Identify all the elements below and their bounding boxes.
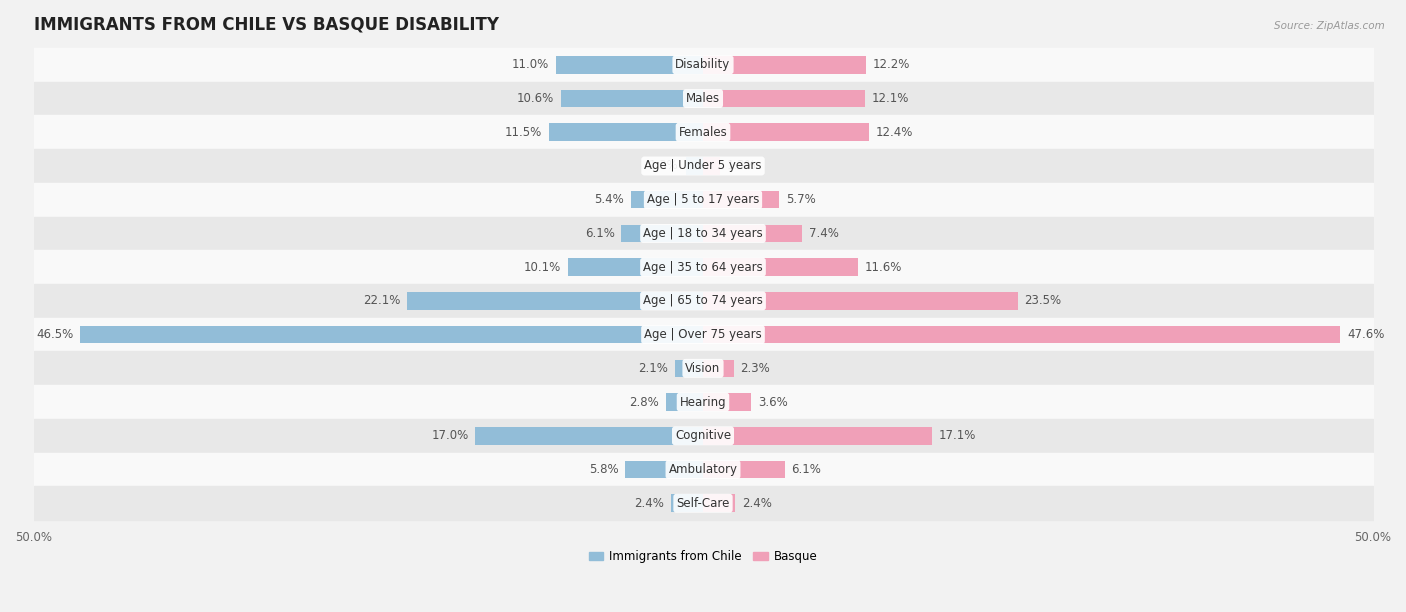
Text: 7.4%: 7.4% — [808, 227, 838, 240]
Text: 5.8%: 5.8% — [589, 463, 619, 476]
Bar — [703, 292, 1018, 310]
Text: Disability: Disability — [675, 58, 731, 72]
Text: Age | Under 5 years: Age | Under 5 years — [644, 160, 762, 173]
Text: 2.4%: 2.4% — [634, 497, 664, 510]
Bar — [703, 225, 801, 242]
Bar — [703, 124, 869, 141]
Bar — [408, 292, 703, 310]
Text: Age | 18 to 34 years: Age | 18 to 34 years — [643, 227, 763, 240]
Bar — [631, 191, 703, 209]
Bar — [703, 461, 785, 479]
Bar — [703, 394, 751, 411]
Text: Age | Over 75 years: Age | Over 75 years — [644, 328, 762, 341]
Text: Cognitive: Cognitive — [675, 429, 731, 442]
Bar — [686, 157, 703, 175]
Text: IMMIGRANTS FROM CHILE VS BASQUE DISABILITY: IMMIGRANTS FROM CHILE VS BASQUE DISABILI… — [34, 15, 499, 33]
Text: Vision: Vision — [685, 362, 721, 375]
Bar — [675, 360, 703, 377]
Bar — [555, 56, 703, 73]
Text: 6.1%: 6.1% — [585, 227, 614, 240]
Text: 11.5%: 11.5% — [505, 125, 543, 139]
Bar — [665, 394, 703, 411]
Bar — [671, 494, 703, 512]
Text: 2.8%: 2.8% — [628, 395, 659, 409]
Text: 17.1%: 17.1% — [939, 429, 976, 442]
Text: 1.3%: 1.3% — [727, 160, 756, 173]
Legend: Immigrants from Chile, Basque: Immigrants from Chile, Basque — [583, 545, 823, 567]
Bar — [703, 56, 866, 73]
Text: 11.6%: 11.6% — [865, 261, 903, 274]
Text: 17.0%: 17.0% — [432, 429, 468, 442]
Bar — [621, 225, 703, 242]
Text: 2.3%: 2.3% — [741, 362, 770, 375]
Bar — [561, 90, 703, 107]
Text: 5.7%: 5.7% — [786, 193, 815, 206]
Text: 11.0%: 11.0% — [512, 58, 548, 72]
Text: Males: Males — [686, 92, 720, 105]
Bar — [568, 258, 703, 276]
Text: Females: Females — [679, 125, 727, 139]
Text: Age | 5 to 17 years: Age | 5 to 17 years — [647, 193, 759, 206]
Text: 22.1%: 22.1% — [363, 294, 401, 307]
Text: Ambulatory: Ambulatory — [668, 463, 738, 476]
Text: Self-Care: Self-Care — [676, 497, 730, 510]
Bar — [703, 427, 932, 444]
Bar — [703, 258, 858, 276]
Bar — [703, 90, 865, 107]
Text: 1.3%: 1.3% — [650, 160, 679, 173]
Text: 10.6%: 10.6% — [517, 92, 554, 105]
Text: 47.6%: 47.6% — [1347, 328, 1385, 341]
Bar — [703, 191, 779, 209]
Text: 12.4%: 12.4% — [876, 125, 912, 139]
Text: 46.5%: 46.5% — [37, 328, 73, 341]
Text: 3.6%: 3.6% — [758, 395, 787, 409]
Bar — [703, 494, 735, 512]
Text: 12.2%: 12.2% — [873, 58, 911, 72]
Text: Age | 35 to 64 years: Age | 35 to 64 years — [643, 261, 763, 274]
Text: 23.5%: 23.5% — [1025, 294, 1062, 307]
Bar — [703, 360, 734, 377]
Text: Source: ZipAtlas.com: Source: ZipAtlas.com — [1274, 21, 1385, 31]
Text: 10.1%: 10.1% — [524, 261, 561, 274]
Text: 12.1%: 12.1% — [872, 92, 910, 105]
Text: 5.4%: 5.4% — [595, 193, 624, 206]
Text: 2.4%: 2.4% — [742, 497, 772, 510]
Text: 6.1%: 6.1% — [792, 463, 821, 476]
Bar — [475, 427, 703, 444]
Bar — [626, 461, 703, 479]
Bar — [80, 326, 703, 343]
Text: 2.1%: 2.1% — [638, 362, 668, 375]
Text: Hearing: Hearing — [679, 395, 727, 409]
Bar — [703, 326, 1340, 343]
Bar — [703, 157, 720, 175]
Bar — [548, 124, 703, 141]
Text: Age | 65 to 74 years: Age | 65 to 74 years — [643, 294, 763, 307]
